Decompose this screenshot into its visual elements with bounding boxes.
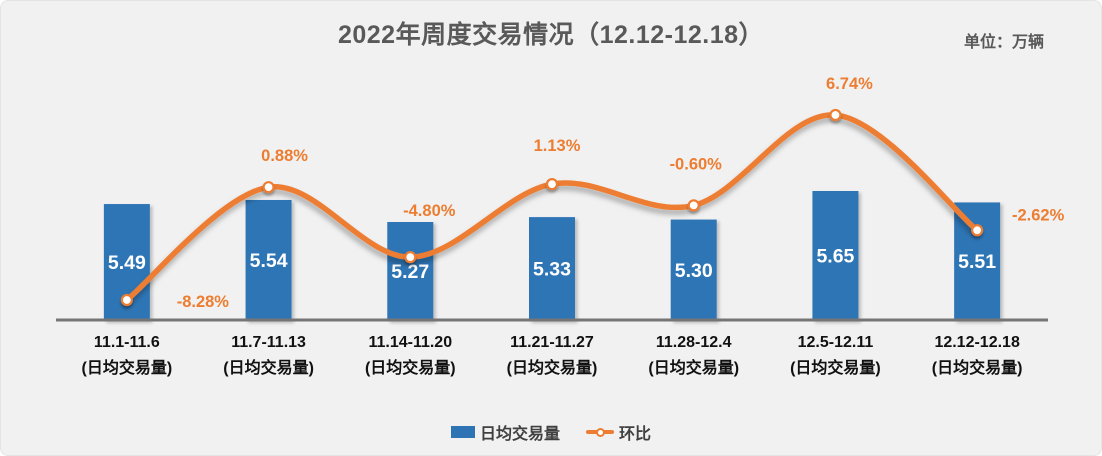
- change-label: 6.74%: [826, 75, 873, 93]
- category-sublabel: (日均交易量): [82, 358, 173, 377]
- bar-11.21-11.27[interactable]: [529, 217, 575, 321]
- bar-value-label: 5.51: [958, 251, 996, 273]
- change-label: 0.88%: [261, 147, 308, 165]
- bar-series-swatch-icon: [450, 426, 475, 438]
- legend-item-bar-series[interactable]: 日均交易量: [450, 420, 560, 444]
- line-marker-11.21-11.27[interactable]: [545, 177, 559, 191]
- category-sublabel: (日均交易量): [507, 358, 598, 377]
- chart-title: 2022年周度交易情况（12.12-12.18）: [337, 21, 765, 49]
- unit-label: 单位：万辆: [963, 34, 1044, 51]
- category-label: 11.28-12.4: [656, 334, 732, 351]
- line-series-swatch-icon: [586, 426, 614, 438]
- line-marker-11.14-11.20[interactable]: [404, 251, 417, 264]
- bar-11.7-11.13[interactable]: [245, 199, 292, 321]
- category-sublabel: (日均交易量): [932, 358, 1023, 377]
- category-label: 11.21-11.27: [510, 334, 594, 351]
- line-marker-12.5-12.11[interactable]: [829, 108, 842, 122]
- bar-11.28-12.4[interactable]: [670, 219, 717, 321]
- line-marker-11.7-11.13[interactable]: [262, 181, 275, 194]
- category-label: 11.7-11.13: [231, 334, 306, 351]
- legend-bar-label: 日均交易量: [479, 426, 560, 443]
- line-marker-11.1-11.6[interactable]: [120, 293, 133, 307]
- change-label: -4.80%: [403, 202, 456, 220]
- bar-value-label: 5.33: [533, 259, 571, 281]
- change-label: 1.13%: [534, 137, 581, 155]
- line-marker-11.28-12.4[interactable]: [687, 199, 700, 212]
- bar-12.12-12.18[interactable]: [954, 202, 1001, 321]
- change-label: -2.62%: [1012, 206, 1065, 224]
- bar-value-label: 5.65: [816, 246, 854, 268]
- bar-value-label: 5.49: [108, 252, 146, 274]
- bar-11.14-11.20[interactable]: [387, 222, 434, 321]
- legend-item-line-series[interactable]: 环比: [586, 420, 651, 444]
- category-label: 12.5-12.11: [798, 334, 874, 351]
- legend: 日均交易量 环比: [1, 420, 1101, 444]
- category-sublabel: (日均交易量): [223, 358, 314, 377]
- category-sublabel: (日均交易量): [790, 358, 881, 377]
- legend-line-label: 环比: [619, 426, 652, 443]
- change-label: -0.60%: [670, 155, 723, 173]
- category-label: 12.12-12.18: [934, 334, 1020, 351]
- category-sublabel: (日均交易量): [648, 358, 739, 377]
- category-label: 11.14-11.20: [368, 334, 452, 351]
- bar-value-label: 5.54: [250, 250, 288, 272]
- bar-value-label: 5.27: [391, 261, 429, 283]
- change-label: -8.28%: [177, 293, 230, 311]
- bar-value-label: 5.30: [675, 260, 713, 282]
- line-marker-12.12-12.18[interactable]: [971, 224, 984, 237]
- category-label: 11.1-11.6: [94, 334, 160, 351]
- bar-12.5-12.11[interactable]: [812, 191, 859, 321]
- category-sublabel: (日均交易量): [365, 358, 456, 377]
